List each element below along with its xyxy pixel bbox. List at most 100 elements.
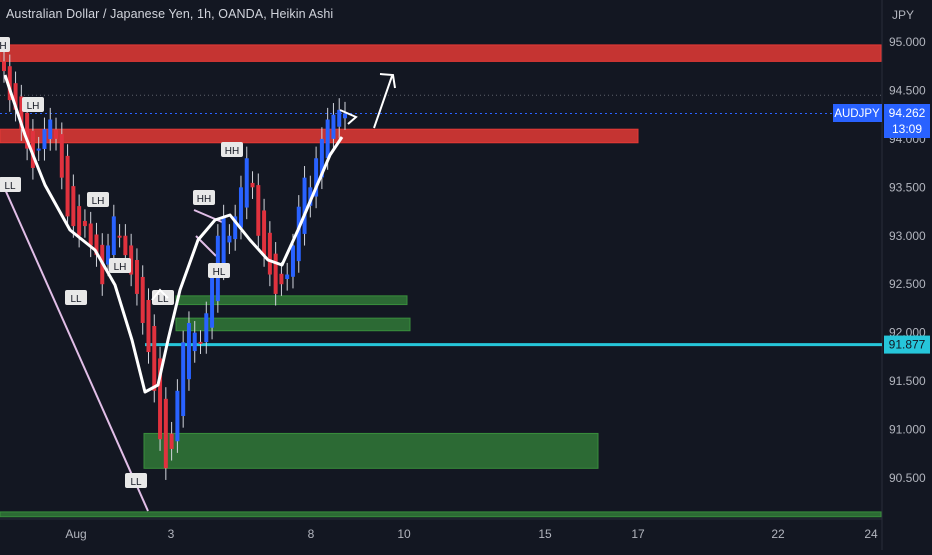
symbol-tag: AUDJPY (834, 108, 880, 120)
resistance-zone-1 (0, 128, 639, 144)
candle-body (238, 187, 243, 228)
candle-body (296, 206, 301, 262)
y-tick-label: 90.500 (889, 471, 926, 485)
candle-body (250, 182, 255, 188)
small-arrow (339, 109, 358, 125)
x-tick-label: 15 (538, 527, 552, 541)
y-tick-label: 95.000 (889, 35, 926, 49)
chart-title: Australian Dollar / Japanese Yen, 1h, OA… (6, 7, 334, 21)
swing-label-h: H (0, 41, 7, 52)
candle-body (169, 433, 174, 449)
swing-label-box (221, 142, 243, 157)
swing-label-lh: LH (27, 101, 40, 112)
swing-label-hl: HL (213, 267, 226, 278)
currency-label: JPY (892, 8, 915, 22)
up-arrow-line (373, 75, 393, 129)
x-tick-label: 8 (308, 527, 315, 541)
candle-body (331, 114, 336, 139)
swing-label-box (87, 192, 109, 207)
candle-body (267, 232, 272, 275)
candle-body (77, 206, 82, 236)
swing-label-box (125, 473, 147, 488)
candle-body (221, 216, 226, 269)
price-tag: 94.262 (889, 106, 926, 120)
candle-body (163, 398, 168, 469)
candle-body (319, 138, 324, 178)
x-tick-label: 24 (864, 527, 878, 541)
candle-body (13, 83, 18, 110)
candle-body (158, 358, 163, 440)
candle-body (48, 119, 53, 140)
candle-body (117, 235, 122, 238)
countdown-tag: 13:09 (892, 122, 922, 136)
candle-body (30, 130, 35, 168)
candle-body (186, 322, 191, 380)
y-tick-label: 91.500 (889, 374, 926, 388)
candle-body (146, 299, 151, 353)
candle-body (152, 326, 157, 391)
candle-body (343, 113, 347, 119)
x-tick-label: 17 (631, 527, 645, 541)
candle-body (314, 158, 319, 197)
candle-body (325, 119, 330, 159)
candle-body (65, 155, 70, 217)
candle-body (42, 129, 47, 149)
swing-label-box (0, 37, 10, 52)
up-arrow-head (379, 73, 396, 89)
candle-body (302, 177, 307, 234)
x-tick-label: 22 (771, 527, 785, 541)
swing-label-box (0, 177, 21, 192)
candle-body (129, 245, 134, 275)
support-zone-2 (175, 295, 408, 306)
swing-label-box (193, 190, 215, 205)
candle-body (54, 129, 59, 139)
y-tick-label: 94.500 (889, 83, 926, 97)
level-tag-bg (884, 335, 930, 354)
candle-body (256, 185, 261, 236)
support-zone-3 (175, 317, 411, 332)
swing-label-box (208, 263, 230, 278)
swing-label-lh: LH (92, 196, 105, 207)
candle-body (233, 216, 238, 240)
swing-label-box (65, 290, 87, 305)
candle-body (290, 245, 295, 277)
moving-average-line (3, 74, 344, 394)
candle-body (88, 223, 93, 246)
swing-label-lh: LH (114, 262, 127, 273)
candle-body (19, 96, 24, 130)
swing-label-box (109, 258, 131, 273)
swing-label-ll: LL (4, 181, 16, 192)
candle-body (210, 274, 215, 328)
candle-body (262, 210, 267, 256)
candle-body (2, 61, 6, 72)
candle-body (59, 134, 64, 178)
swing-label-hh: HH (225, 146, 239, 157)
y-tick-label: 93.500 (889, 180, 926, 194)
candle-body (82, 220, 87, 227)
support-zone-4 (143, 432, 599, 469)
candle-body (134, 259, 139, 294)
x-tick-label: Aug (65, 527, 86, 541)
candle-body (198, 341, 203, 344)
downtrend-line (0, 177, 149, 512)
swing-label-ll: LL (157, 294, 169, 305)
support-zone-5 (0, 511, 882, 518)
x-tick-label: 10 (397, 527, 411, 541)
symbol-tag-bg (833, 104, 882, 122)
x-tick-label: 3 (168, 527, 175, 541)
candle-body (273, 253, 278, 294)
swing-label-box (22, 97, 44, 112)
candle-body (181, 342, 186, 417)
candle-body (244, 158, 249, 208)
candle-body (140, 276, 145, 323)
candle-body (308, 187, 313, 206)
swing-label-hh: HH (197, 194, 211, 205)
candle-body (94, 234, 99, 256)
candle-body (204, 313, 209, 343)
candle-body (25, 112, 30, 149)
candle-body (36, 148, 41, 151)
y-tick-label: 92.500 (889, 277, 926, 291)
candle-body (337, 109, 342, 127)
candle-body (285, 274, 290, 280)
swing-label-ll: LL (70, 294, 82, 305)
